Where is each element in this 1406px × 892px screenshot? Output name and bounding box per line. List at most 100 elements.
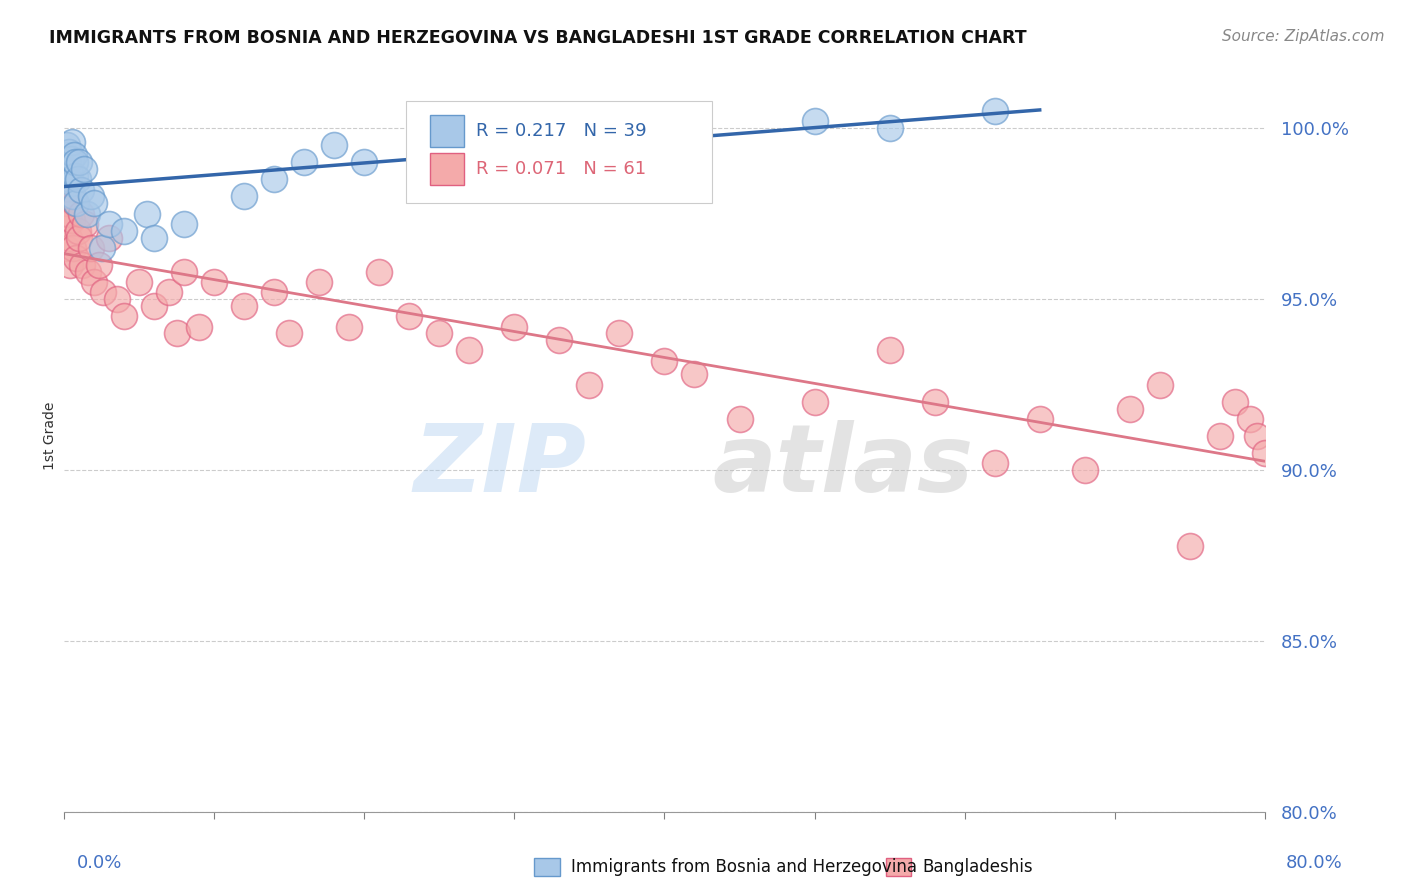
Point [173,265,195,279]
Point [63,169,86,183]
FancyBboxPatch shape [430,115,464,147]
Point [91,285,114,300]
Point [105,292,128,306]
Y-axis label: 1st Grade: 1st Grade [44,402,58,470]
Point [72,162,94,177]
Point [398,310,420,324]
Point [263,172,285,186]
Point [654,353,676,368]
Point [66,172,89,186]
Point [69,206,91,220]
Text: Bangladeshis: Bangladeshis [922,858,1033,876]
Point [1239,412,1261,426]
Point [1028,412,1050,426]
Point [879,121,901,136]
Point [59,258,82,272]
Point [98,217,121,231]
Point [728,412,751,426]
Point [70,258,93,272]
Point [1119,401,1142,416]
Point [683,368,706,382]
Point [1254,446,1277,460]
Point [56,189,79,203]
Point [58,230,80,244]
Text: atlas: atlas [713,420,974,512]
Point [323,138,346,153]
Point [63,196,86,211]
Point [188,319,211,334]
Point [427,138,450,153]
Point [233,189,256,203]
Point [65,155,87,169]
Point [83,275,105,289]
Point [202,275,225,289]
Point [173,217,195,231]
Point [1149,377,1171,392]
Point [76,206,98,220]
Point [308,275,330,289]
Text: R = 0.217   N = 39: R = 0.217 N = 39 [477,122,647,140]
Point [609,326,631,341]
Point [803,114,825,128]
Point [135,206,157,220]
Point [77,265,100,279]
Point [157,285,180,300]
Point [128,275,150,289]
Point [879,343,901,358]
Point [55,196,77,211]
Point [60,213,83,227]
Point [803,394,825,409]
Point [503,319,526,334]
Text: Source: ZipAtlas.com: Source: ZipAtlas.com [1222,29,1385,44]
Text: 0.0%: 0.0% [77,855,122,872]
Point [1223,394,1246,409]
Point [69,183,91,197]
Point [353,155,375,169]
Point [58,145,80,159]
Point [1074,463,1097,477]
Point [503,121,526,136]
Point [80,189,103,203]
Point [983,457,1005,471]
Point [66,224,89,238]
Point [233,299,256,313]
Point [98,230,121,244]
Point [65,196,87,211]
Point [67,230,90,244]
Point [112,310,135,324]
Point [62,241,84,255]
Point [143,230,166,244]
Text: R = 0.071   N = 61: R = 0.071 N = 61 [477,160,647,178]
Point [368,265,391,279]
Text: ZIP: ZIP [413,420,586,512]
Point [112,224,135,238]
Point [983,103,1005,118]
Point [59,165,82,179]
Point [62,189,84,203]
Point [60,135,83,149]
Point [75,217,97,231]
Point [337,319,360,334]
Point [548,333,571,347]
Point [55,162,77,177]
Point [63,148,86,162]
FancyBboxPatch shape [430,153,464,185]
FancyBboxPatch shape [406,101,713,202]
Point [58,206,80,220]
Point [427,326,450,341]
Point [263,285,285,300]
Text: IMMIGRANTS FROM BOSNIA AND HERZEGOVINA VS BANGLADESHI 1ST GRADE CORRELATION CHAR: IMMIGRANTS FROM BOSNIA AND HERZEGOVINA V… [49,29,1026,46]
Point [654,128,676,142]
Point [924,394,946,409]
Point [83,196,105,211]
Point [1246,429,1268,443]
Point [278,326,301,341]
Text: Immigrants from Bosnia and Herzegovina: Immigrants from Bosnia and Herzegovina [571,858,917,876]
Point [1209,429,1232,443]
Point [143,299,166,313]
Point [58,172,80,186]
Point [458,343,481,358]
Point [55,241,77,255]
Text: 80.0%: 80.0% [1286,855,1343,872]
Point [80,241,103,255]
